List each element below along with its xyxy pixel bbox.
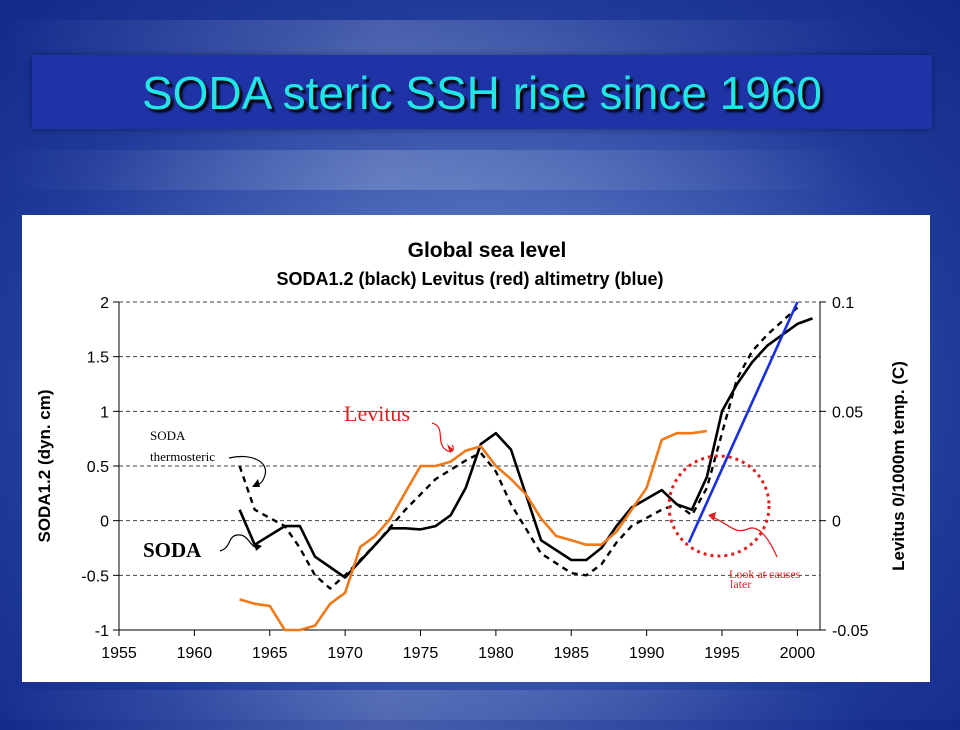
- y2-tick-label: 0: [832, 514, 841, 531]
- x-tick-label: 1970: [327, 645, 363, 662]
- y2-tick-label: -0.05: [832, 623, 869, 640]
- title-bar: SODA steric SSH rise since 1960: [32, 55, 932, 129]
- x-tick-label: 1960: [177, 645, 213, 662]
- axes: [113, 301, 826, 636]
- y-tick-label: -1: [95, 623, 109, 640]
- y-tick-label: -0.5: [81, 568, 109, 585]
- levitus-arrowhead: [447, 444, 454, 453]
- y-tick-label: 2: [100, 295, 109, 312]
- grid-lines: [119, 301, 820, 631]
- chart-subtitle: SODA1.2 (black) Levitus (red) altimetry …: [276, 269, 663, 289]
- levitus-arrow: [431, 422, 454, 453]
- x-tick-label: 2000: [780, 645, 816, 662]
- y-tick-label: 1.5: [87, 350, 109, 367]
- soda-thermosteric-arrowhead: [252, 479, 260, 487]
- x-tick-label: 1990: [629, 645, 665, 662]
- y2-axis-label: Levitus 0/1000m temp. (C): [889, 361, 908, 571]
- soda-arrowhead: [254, 543, 262, 551]
- slide-title: SODA steric SSH rise since 1960: [141, 67, 823, 119]
- look-arrow: [711, 516, 778, 558]
- series-levitus: [239, 429, 708, 632]
- look-at-causes-line-2: later: [730, 577, 751, 591]
- y-tick-label: 1: [100, 404, 109, 421]
- soda-thermosteric-label-1: SODA: [150, 428, 186, 443]
- highlight-circle: [667, 454, 771, 558]
- x-tick-label: 1955: [101, 645, 137, 662]
- chart-panel: Global sea level SODA1.2 (black) Levitus…: [22, 215, 930, 682]
- soda-thermosteric-label-2: thermosteric: [150, 449, 215, 464]
- look-arrowhead: [708, 512, 716, 521]
- x-tick-label: 1995: [704, 645, 740, 662]
- series-soda1-2: [238, 317, 813, 579]
- annotations: Levitus SODA thermosteric SODA Look at c…: [143, 401, 801, 591]
- tick-labels: 2 1.5 1 0.5 0 -0.5 -1 0.1 0.05 0 -0.05 1955 1960 1965…: [81, 295, 868, 662]
- soda-annotation: SODA: [143, 538, 202, 562]
- y-axis-label: SODA1.2 (dyn. cm): [35, 389, 54, 542]
- sea-level-chart: Global sea level SODA1.2 (black) Levitus…: [35, 239, 908, 662]
- y2-tick-label: 0.05: [832, 404, 863, 421]
- x-tick-label: 1975: [403, 645, 439, 662]
- levitus-annotation: Levitus: [344, 401, 410, 426]
- chart-title: Global sea level: [408, 239, 567, 262]
- series-lines: [238, 301, 813, 632]
- soda-arrow: [219, 534, 261, 552]
- y-tick-label: 0: [100, 514, 109, 531]
- soda-thermosteric-arrow: [228, 455, 267, 485]
- y-tick-label: 0.5: [87, 459, 109, 476]
- x-tick-label: 1980: [478, 645, 514, 662]
- series-soda-thermosteric: [238, 306, 799, 590]
- series-altimetry: [687, 301, 799, 544]
- x-tick-label: 1965: [252, 645, 288, 662]
- x-tick-label: 1985: [553, 645, 589, 662]
- y2-tick-label: 0.1: [832, 295, 854, 312]
- look-at-causes-line-1: Look at causes: [729, 567, 801, 581]
